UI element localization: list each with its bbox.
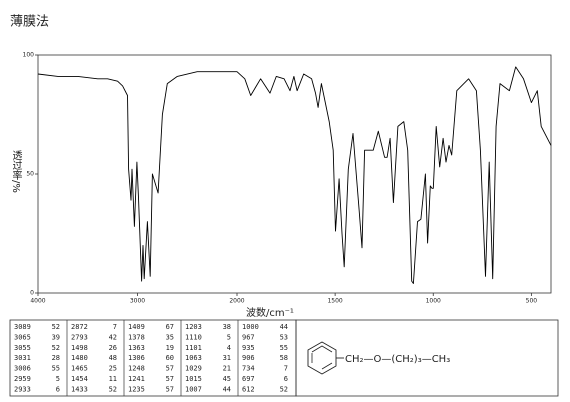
- peak-transmittance: 25: [109, 365, 117, 373]
- peak-wavenumber: 1007: [185, 385, 202, 393]
- y-tick-label: 100: [23, 52, 35, 59]
- peak-wavenumber: 1378: [128, 333, 145, 341]
- peak-wavenumber: 734: [242, 365, 255, 373]
- peak-transmittance: 58: [280, 354, 288, 362]
- peak-wavenumber: 697: [242, 375, 255, 383]
- y-axis-label: 透过率/%: [10, 150, 22, 193]
- peak-wavenumber: 2793: [71, 333, 88, 341]
- peak-wavenumber: 1203: [185, 323, 202, 331]
- peak-wavenumber: 1000: [242, 323, 259, 331]
- ring-bond: [311, 345, 333, 353]
- x-tick-label: 2000: [229, 298, 244, 305]
- peak-transmittance: 45: [223, 375, 231, 383]
- peak-transmittance: 19: [166, 344, 174, 352]
- x-tick-label: 3000: [130, 298, 145, 305]
- peak-transmittance: 42: [109, 333, 117, 341]
- peak-transmittance: 7: [113, 323, 117, 331]
- peak-transmittance: 67: [166, 323, 174, 331]
- peak-wavenumber: 612: [242, 385, 255, 393]
- peak-transmittance: 53: [280, 333, 288, 341]
- peak-wavenumber: 2872: [71, 323, 88, 331]
- structure-formula: CH₂—O—(CH₂)₃—CH₃: [345, 354, 450, 365]
- ring-bond: [321, 362, 333, 370]
- peak-wavenumber: 1498: [71, 344, 88, 352]
- peak-transmittance: 35: [166, 333, 174, 341]
- peak-transmittance: 5: [227, 333, 231, 341]
- peak-wavenumber: 3089: [14, 323, 31, 331]
- x-axis-label: 波数/cm⁻¹: [246, 306, 294, 319]
- peak-transmittance: 31: [223, 354, 231, 362]
- peak-wavenumber: 906: [242, 354, 255, 362]
- peak-transmittance: 7: [284, 365, 288, 373]
- peak-wavenumber: 967: [242, 333, 255, 341]
- peak-transmittance: 6: [56, 385, 60, 393]
- peak-wavenumber: 1110: [185, 333, 202, 341]
- x-tick-label: 1000: [426, 298, 441, 305]
- peak-transmittance: 55: [280, 344, 288, 352]
- spectrum-line: [37, 66, 552, 284]
- peak-transmittance: 11: [109, 375, 117, 383]
- peak-transmittance: 38: [223, 323, 231, 331]
- peak-wavenumber: 2933: [14, 385, 31, 393]
- peak-transmittance: 21: [223, 365, 231, 373]
- peak-wavenumber: 3031: [14, 354, 31, 362]
- peak-wavenumber: 935: [242, 344, 255, 352]
- peak-transmittance: 26: [109, 344, 117, 352]
- peak-transmittance: 52: [52, 344, 60, 352]
- peak-wavenumber: 1241: [128, 375, 145, 383]
- peak-transmittance: 44: [223, 385, 231, 393]
- peak-wavenumber: 1454: [71, 375, 88, 383]
- peak-transmittance: 6: [284, 375, 288, 383]
- plot-frame: [37, 54, 552, 294]
- peak-wavenumber: 1433: [71, 385, 88, 393]
- peak-wavenumber: 1306: [128, 354, 145, 362]
- peak-wavenumber: 1029: [185, 365, 202, 373]
- peak-wavenumber: 1235: [128, 385, 145, 393]
- peak-transmittance: 48: [109, 354, 117, 362]
- peak-wavenumber: 3006: [14, 365, 31, 373]
- peak-transmittance: 57: [166, 385, 174, 393]
- peak-wavenumber: 1015: [185, 375, 202, 383]
- peak-transmittance: 28: [52, 354, 60, 362]
- peak-wavenumber: 3065: [14, 333, 31, 341]
- y-tick-label: 0: [30, 290, 34, 297]
- x-tick-label: 500: [526, 298, 538, 305]
- peak-wavenumber: 1063: [185, 354, 202, 362]
- y-tick-label: 50: [26, 171, 34, 178]
- peak-wavenumber: 3055: [14, 344, 31, 352]
- peak-transmittance: 4: [227, 344, 231, 352]
- structure-frame: [295, 319, 559, 397]
- peak-transmittance: 44: [280, 323, 288, 331]
- peak-transmittance: 5: [56, 375, 60, 383]
- benzene-ring: [307, 341, 337, 375]
- chart-title: 薄膜法: [10, 15, 49, 30]
- peak-transmittance: 60: [166, 354, 174, 362]
- peak-wavenumber: 1101: [185, 344, 202, 352]
- x-tick-label: 4000: [30, 298, 45, 305]
- peak-wavenumber: 2959: [14, 375, 31, 383]
- peak-transmittance: 55: [52, 365, 60, 373]
- peak-transmittance: 57: [166, 375, 174, 383]
- peak-transmittance: 57: [166, 365, 174, 373]
- peak-transmittance: 52: [109, 385, 117, 393]
- peak-wavenumber: 1248: [128, 365, 145, 373]
- x-tick-label: 1500: [327, 298, 342, 305]
- peak-wavenumber: 1363: [128, 344, 145, 352]
- peak-transmittance: 52: [52, 323, 60, 331]
- peak-wavenumber: 1480: [71, 354, 88, 362]
- peak-wavenumber: 1465: [71, 365, 88, 373]
- peak-transmittance: 52: [280, 385, 288, 393]
- peak-wavenumber: 1409: [128, 323, 145, 331]
- peak-transmittance: 39: [52, 333, 60, 341]
